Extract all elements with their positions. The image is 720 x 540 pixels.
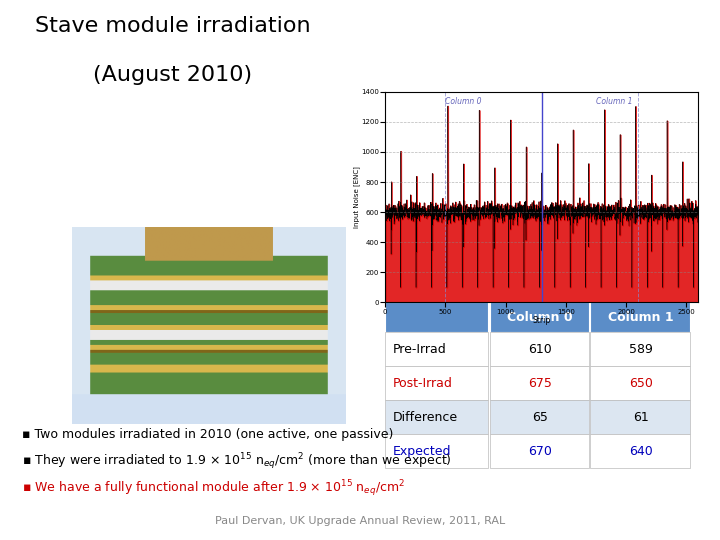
Text: ▪ They were irradiated to 1.9 × 10$^{15}$ n$_{eq}$/cm$^{2}$ (more than we expect: ▪ They were irradiated to 1.9 × 10$^{15}… (22, 451, 451, 472)
Bar (385, 434, 488, 468)
Text: ▪ We have a fully functional module after 1.9 × 10$^{15}$ n$_{eq}$/cm$^{2}$: ▪ We have a fully functional module afte… (22, 478, 405, 499)
Bar (385, 366, 488, 400)
Text: Difference: Difference (392, 410, 457, 424)
Y-axis label: Input Noise [ENC]: Input Noise [ENC] (353, 166, 359, 228)
Bar (385, 400, 488, 434)
Text: ▪ Two modules irradiated in 2010 (one active, one passive): ▪ Two modules irradiated in 2010 (one ac… (22, 428, 393, 441)
Text: Stave module irradiation: Stave module irradiation (35, 16, 310, 36)
Bar (385, 332, 488, 366)
X-axis label: Strip: Strip (533, 316, 551, 325)
Bar (490, 434, 589, 468)
Bar (590, 302, 690, 332)
Text: Column 0: Column 0 (507, 310, 573, 324)
Bar (490, 400, 589, 434)
Text: 61: 61 (633, 410, 649, 424)
Text: 650: 650 (629, 376, 653, 390)
Text: 589: 589 (629, 342, 653, 356)
Bar (385, 302, 488, 332)
Bar (590, 434, 690, 468)
Bar (490, 302, 589, 332)
Bar (590, 332, 690, 366)
Text: Column 0: Column 0 (445, 97, 482, 106)
Text: Post-Irrad: Post-Irrad (392, 376, 452, 390)
Text: Expected: Expected (392, 444, 451, 458)
Text: 640: 640 (629, 444, 652, 458)
Bar (490, 366, 589, 400)
Text: Pre-Irrad: Pre-Irrad (392, 342, 446, 356)
Text: Column 1: Column 1 (608, 310, 674, 324)
Text: 610: 610 (528, 342, 552, 356)
Text: 670: 670 (528, 444, 552, 458)
Text: 65: 65 (532, 410, 548, 424)
Bar (490, 332, 589, 366)
Text: 675: 675 (528, 376, 552, 390)
Bar (590, 400, 690, 434)
Text: Column 1: Column 1 (596, 97, 632, 106)
Bar (590, 366, 690, 400)
Text: Paul Dervan, UK Upgrade Annual Review, 2011, RAL: Paul Dervan, UK Upgrade Annual Review, 2… (215, 516, 505, 526)
Text: (August 2010): (August 2010) (93, 65, 253, 85)
